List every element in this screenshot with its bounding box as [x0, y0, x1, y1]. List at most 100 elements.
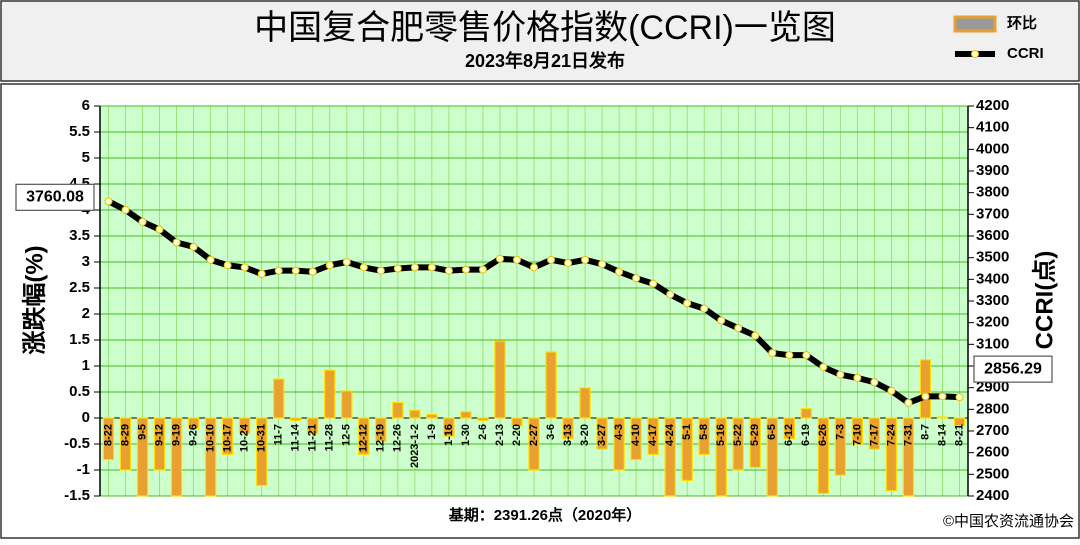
point: [325, 261, 334, 270]
y2-tick-label: 3900: [976, 162, 1009, 179]
point: [427, 263, 436, 272]
bar: [426, 413, 438, 419]
x-tick-label: 8-7: [919, 424, 931, 440]
y2-tick-label: 3500: [976, 249, 1009, 266]
value-label: 2856.29: [984, 360, 1042, 377]
x-tick-label: 3-27: [596, 424, 608, 446]
bar: [511, 417, 523, 427]
y-tick-label: -1: [77, 461, 90, 478]
point: [444, 266, 453, 275]
bar: [153, 417, 166, 471]
x-tick-label: 7-24: [885, 423, 897, 446]
x-tick-label: 2-27: [528, 424, 540, 446]
y2-tick-label: 2800: [976, 400, 1009, 417]
x-tick-label: 9-12: [153, 424, 165, 446]
chart-subtitle: 2023年8月21日发布: [465, 50, 625, 71]
y2-tick-label: 4100: [976, 119, 1009, 136]
value-label: 3760.08: [26, 189, 84, 206]
y2-tick-label: 3600: [976, 227, 1009, 244]
y2-tick-label: 2700: [976, 422, 1009, 439]
point: [223, 261, 232, 270]
point: [564, 259, 573, 268]
bar: [341, 390, 353, 419]
point: [887, 386, 896, 395]
point: [172, 238, 181, 247]
y-tick-label: 3: [82, 253, 90, 270]
x-tick-label: 11-21: [307, 424, 319, 452]
point: [189, 242, 198, 251]
bar: [392, 401, 404, 419]
bar: [528, 417, 540, 471]
y-tick-label: -0.5: [64, 435, 90, 452]
bar: [885, 417, 898, 492]
point: [257, 269, 266, 278]
point: [615, 267, 624, 276]
x-tick-label: 4-17: [647, 424, 659, 446]
point: [461, 265, 470, 274]
bar: [766, 417, 778, 497]
x-tick-label: 11-7: [273, 424, 285, 445]
x-tick-label: 8-29: [119, 424, 131, 446]
y-tick-label: -1.5: [64, 487, 90, 504]
x-tick-label: 8-14: [936, 423, 948, 446]
source: ©中国农资流通协会: [943, 513, 1074, 530]
point: [751, 331, 760, 340]
y2-tick-label: 3800: [976, 184, 1009, 201]
x-tick-label: 4-3: [613, 424, 625, 440]
point: [376, 266, 385, 275]
bar: [936, 416, 949, 419]
x-tick-label: 6-5: [766, 424, 778, 440]
point: [955, 393, 964, 402]
legend-swatch: [953, 15, 997, 33]
bar: [664, 417, 676, 497]
point: [121, 206, 130, 214]
x-tick-label: 11-14: [290, 423, 302, 451]
point: [308, 267, 317, 276]
point: [547, 255, 556, 264]
x-tick-label: 3-13: [562, 424, 574, 446]
bar: [579, 387, 591, 419]
point: [785, 351, 794, 360]
bar: [358, 417, 370, 456]
x-tick-label: 12-26: [392, 424, 404, 452]
x-tick-label: 2-20: [511, 424, 523, 446]
x-tick-label: 7-31: [902, 424, 914, 446]
point: [240, 263, 249, 272]
bar: [800, 408, 813, 419]
y-tick-label: 5: [82, 149, 90, 166]
chart-title: 中国复合肥零售价格指数(CCRI)一览图: [254, 9, 836, 47]
bar: [562, 417, 574, 440]
x-tick-label: 12-12: [358, 424, 370, 452]
bar: [698, 417, 710, 456]
x-tick-label: 6-12: [783, 424, 795, 446]
bar: [102, 417, 115, 461]
x-tick-label: 12-19: [375, 424, 387, 452]
y-tick-label: 6: [82, 97, 90, 114]
bar: [290, 417, 302, 422]
bar: [494, 340, 506, 419]
x-tick-label: 3-20: [579, 424, 591, 446]
bar: [477, 417, 489, 422]
bar: [834, 417, 847, 476]
y2-tick-label: 2900: [976, 379, 1009, 396]
y2-tick-label: 3400: [976, 270, 1009, 287]
point: [291, 266, 300, 275]
x-tick-label: 11-28: [324, 424, 336, 452]
x-tick-label: 6-26: [817, 424, 829, 446]
x-tick-label: 4-10: [630, 424, 642, 446]
bar: [255, 417, 268, 487]
point: [104, 197, 113, 206]
x-tick-label: 9-26: [188, 424, 200, 446]
x-tick-label: 9-5: [136, 424, 148, 440]
bar: [460, 411, 472, 419]
x-tick-label: 2-13: [494, 424, 506, 446]
y2-tick-label: 3700: [976, 205, 1009, 222]
bar: [119, 417, 132, 471]
x-tick-label: 10-31: [256, 424, 268, 452]
bar: [187, 417, 200, 429]
point: [342, 258, 351, 266]
y2-tick-label: 4200: [976, 97, 1009, 114]
point: [512, 255, 521, 264]
bar: [868, 417, 881, 450]
bar: [204, 417, 217, 497]
